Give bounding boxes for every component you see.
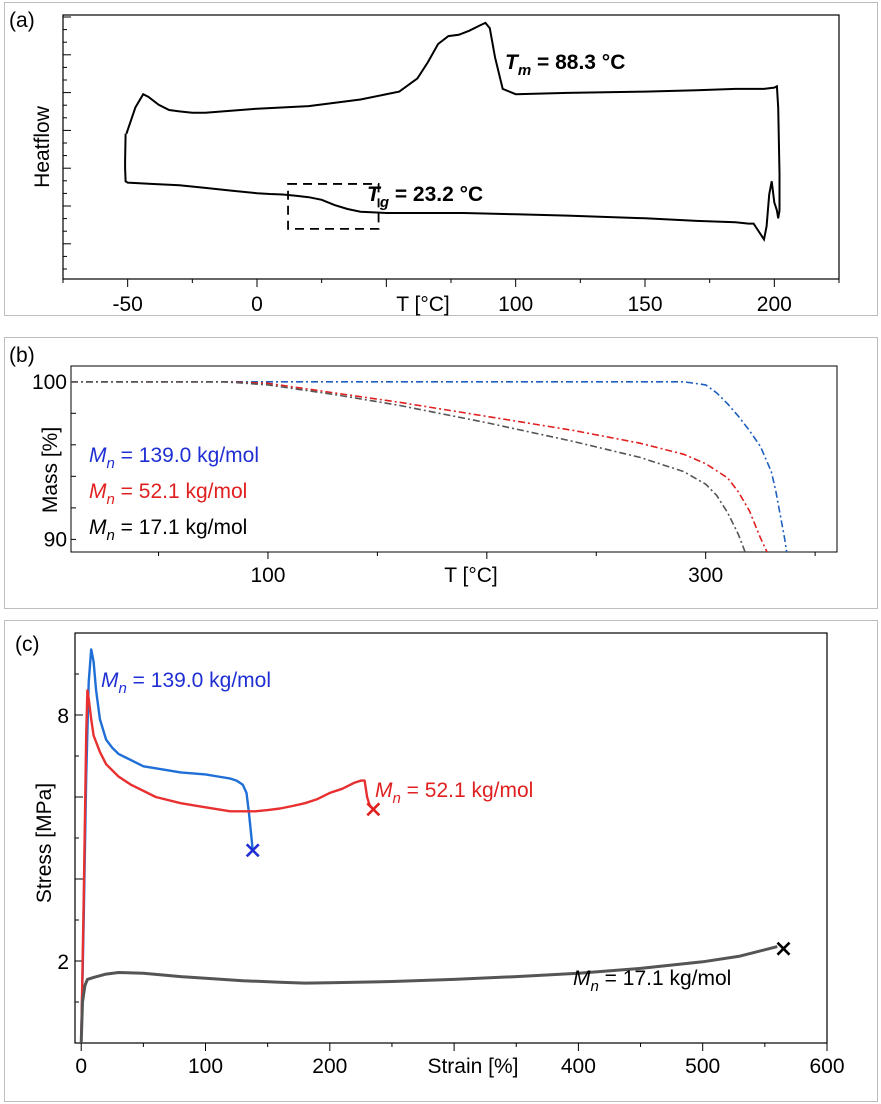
legend-entry-17: Mn = 17.1 kg/mol xyxy=(89,516,247,544)
x-tick-label: 100 xyxy=(498,293,533,316)
x-tick-label: 100 xyxy=(250,564,285,587)
tga-series-2 xyxy=(71,381,746,553)
y-tick-label: 100 xyxy=(32,371,67,394)
panel-a-label: (a) xyxy=(9,9,35,32)
tga-series-0 xyxy=(71,381,788,553)
y-tick-label: 8 xyxy=(57,705,69,728)
x-tick-label: 0 xyxy=(75,1055,87,1078)
x-tick-label: 0 xyxy=(251,293,263,316)
stress-strain-series-2 xyxy=(79,945,778,1044)
tg-highlight-box xyxy=(287,183,380,230)
tg-annotation: Tg = 23.2 °C xyxy=(367,183,483,211)
break-point-marker xyxy=(776,941,791,956)
y-axis-title: Stress [MPa] xyxy=(33,783,56,903)
dsc-panel: (a) -50 0 100 150 200 Tm = 88.3 °C Tg = 23.2… xyxy=(4,2,878,316)
panel-c-label: (c) xyxy=(15,633,40,656)
tensile-chart: (c) 2 8 0 100 200 400 500 600 Stress [MPa] Str… xyxy=(15,632,845,1078)
label-17: Mn = 17.1 kg/mol xyxy=(573,967,731,995)
x-tick-label: 100 xyxy=(188,1055,223,1078)
x-axis-title: Strain [%] xyxy=(427,1055,518,1078)
plot-frame xyxy=(70,365,838,553)
x-tick-label: 500 xyxy=(685,1055,720,1078)
label-52: Mn = 52.1 kg/mol xyxy=(375,779,533,807)
plot-frame xyxy=(62,14,840,280)
x-tick-label: 300 xyxy=(688,564,723,587)
tga-chart: (b) 100 90 100 300 Mass [%] T [°C] Mn = 13… xyxy=(9,344,838,587)
tga-panel: (b) 100 90 100 300 Mass [%] T [°C] Mn = 13… xyxy=(4,337,878,609)
y-axis-title: Mass [%] xyxy=(39,427,62,513)
panel-b-label: (b) xyxy=(9,344,35,367)
tensile-panel: (c) 2 8 0 100 200 400 500 600 Stress [MPa] Str… xyxy=(4,620,878,1102)
x-axis-title: T [°C] xyxy=(444,564,498,587)
break-point-marker xyxy=(245,843,260,858)
tm-annotation: Tm = 88.3 °C xyxy=(505,51,625,79)
x-tick-label: 400 xyxy=(561,1055,596,1078)
x-axis-title: T [°C] xyxy=(396,293,450,316)
x-tick-label: 200 xyxy=(757,293,792,316)
y-axis-title: Heatflow xyxy=(31,105,54,188)
legend-entry-52: Mn = 52.1 kg/mol xyxy=(89,480,247,508)
dsc-chart: (a) -50 0 100 150 200 Tm = 88.3 °C Tg = 23.2… xyxy=(9,9,840,316)
dsc-curve xyxy=(124,21,781,242)
tga-series-1 xyxy=(71,381,768,553)
x-tick-label: 200 xyxy=(312,1055,347,1078)
stress-strain-series-1 xyxy=(80,689,375,1044)
y-tick-label: 90 xyxy=(44,528,67,551)
x-tick-label: 150 xyxy=(627,293,662,316)
stress-strain-series-0 xyxy=(80,648,254,1044)
legend-entry-139: Mn = 139.0 kg/mol xyxy=(89,444,259,472)
label-139: Mn = 139.0 kg/mol xyxy=(101,669,271,697)
x-tick-label: -50 xyxy=(112,293,142,316)
y-tick-label: 2 xyxy=(57,951,69,974)
break-point-marker xyxy=(366,802,381,817)
x-tick-label: 600 xyxy=(809,1055,844,1078)
